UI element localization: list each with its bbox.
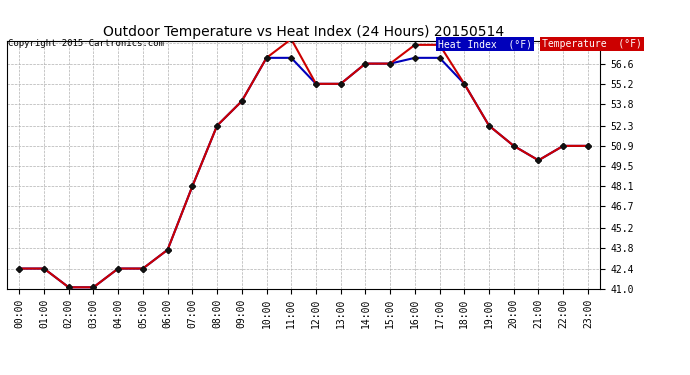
Title: Outdoor Temperature vs Heat Index (24 Hours) 20150514: Outdoor Temperature vs Heat Index (24 Ho…	[103, 25, 504, 39]
Text: Heat Index  (°F): Heat Index (°F)	[438, 39, 532, 50]
Text: Temperature  (°F): Temperature (°F)	[542, 39, 642, 50]
Text: Copyright 2015 Cartronics.com: Copyright 2015 Cartronics.com	[8, 39, 164, 48]
